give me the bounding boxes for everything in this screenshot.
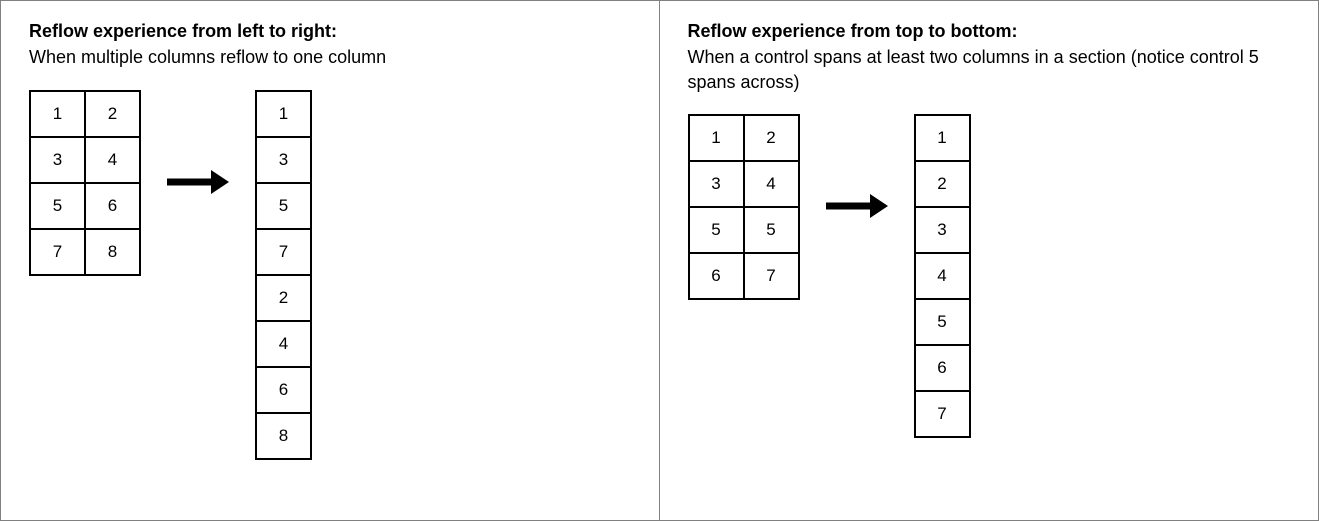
grid-cell: 5 xyxy=(256,183,311,229)
grid-cell: 1 xyxy=(30,91,85,137)
panel-title: Reflow experience from top to bottom: xyxy=(688,19,1291,43)
grid-cell: 4 xyxy=(744,161,799,207)
grid-cell: 8 xyxy=(85,229,140,275)
grid-cell: 4 xyxy=(85,137,140,183)
grid-after: 1 2 3 4 5 6 7 xyxy=(914,114,971,438)
arrow-right-icon xyxy=(826,194,888,218)
grid-cell: 3 xyxy=(689,161,744,207)
panel-title: Reflow experience from left to right: xyxy=(29,19,631,43)
grid-cell: 7 xyxy=(30,229,85,275)
panel-subtitle: When a control spans at least two column… xyxy=(688,45,1291,94)
grid-cell: 2 xyxy=(915,161,970,207)
grid-before: 1 2 3 4 5 5 6 7 xyxy=(688,114,800,300)
panel-left-to-right: Reflow experience from left to right: Wh… xyxy=(1,1,660,520)
grid-cell: 6 xyxy=(689,253,744,299)
grid-cell: 2 xyxy=(85,91,140,137)
panel-content: 1 2 3 4 5 6 7 8 1 3 5 7 xyxy=(29,90,631,460)
panel-top-to-bottom: Reflow experience from top to bottom: Wh… xyxy=(660,1,1319,520)
grid-cell: 7 xyxy=(744,253,799,299)
grid-cell: 3 xyxy=(256,137,311,183)
grid-cell: 8 xyxy=(256,413,311,459)
grid-cell: 6 xyxy=(256,367,311,413)
panel-subtitle: When multiple columns reflow to one colu… xyxy=(29,45,631,69)
grid-cell: 2 xyxy=(744,115,799,161)
grid-cell: 5 xyxy=(915,299,970,345)
grid-cell: 5 xyxy=(689,207,744,253)
grid-cell: 4 xyxy=(256,321,311,367)
grid-cell: 6 xyxy=(915,345,970,391)
grid-cell: 1 xyxy=(256,91,311,137)
grid-after: 1 3 5 7 2 4 6 8 xyxy=(255,90,312,460)
diagram-outer: Reflow experience from left to right: Wh… xyxy=(0,0,1319,521)
arrow-wrap xyxy=(167,90,229,275)
grid-cell: 3 xyxy=(30,137,85,183)
grid-cell: 1 xyxy=(689,115,744,161)
grid-cell: 5 xyxy=(744,207,799,253)
arrow-wrap xyxy=(826,114,888,299)
grid-cell: 1 xyxy=(915,115,970,161)
grid-before: 1 2 3 4 5 6 7 8 xyxy=(29,90,141,276)
panel-content: 1 2 3 4 5 5 6 7 1 2 3 4 xyxy=(688,114,1291,438)
grid-cell: 3 xyxy=(915,207,970,253)
grid-cell: 7 xyxy=(256,229,311,275)
grid-cell: 5 xyxy=(30,183,85,229)
grid-cell: 4 xyxy=(915,253,970,299)
grid-cell: 6 xyxy=(85,183,140,229)
grid-cell: 7 xyxy=(915,391,970,437)
grid-cell: 2 xyxy=(256,275,311,321)
arrow-right-icon xyxy=(167,170,229,194)
